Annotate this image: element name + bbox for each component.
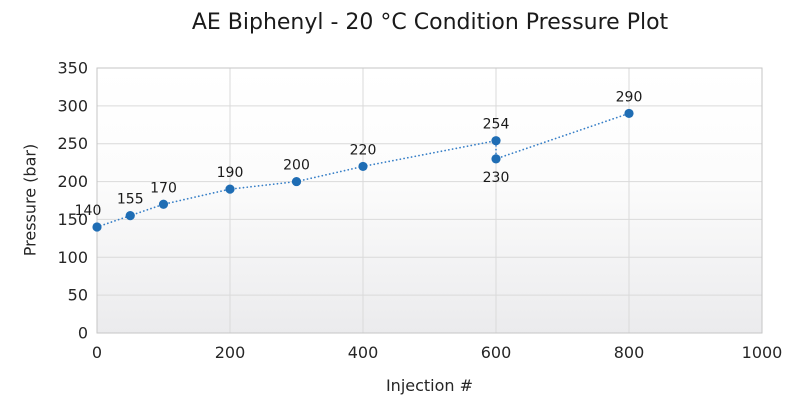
- data-point: [92, 222, 102, 232]
- y-tick-label: 200: [57, 172, 88, 191]
- x-axis-label: Injection #: [385, 376, 474, 395]
- y-tick-label: 100: [57, 248, 88, 267]
- data-point-label: 140: [75, 203, 102, 219]
- data-point: [158, 199, 169, 209]
- y-tick-label: 0: [78, 324, 88, 343]
- data-point: [491, 154, 501, 164]
- data-point-label: 190: [217, 165, 244, 181]
- data-point-label: 290: [616, 89, 643, 105]
- x-tick-label: 400: [348, 343, 379, 362]
- y-tick-label: 350: [57, 59, 88, 78]
- data-point-label: 200: [283, 158, 310, 174]
- data-point-label: 254: [483, 117, 510, 133]
- y-tick-label: 250: [57, 134, 88, 153]
- data-point: [624, 108, 634, 119]
- x-tick-label: 800: [614, 343, 645, 362]
- data-point: [491, 136, 501, 146]
- x-tick-label: 600: [481, 343, 512, 362]
- y-tick-label: 150: [57, 210, 88, 229]
- data-point-label: 220: [350, 142, 377, 158]
- y-tick-label: 50: [68, 286, 88, 305]
- chart-title: AE Biphenyl - 20 °C Condition Pressure P…: [191, 10, 669, 35]
- plot-area: [97, 68, 762, 333]
- data-point: [291, 176, 302, 187]
- y-tick-label: 300: [57, 96, 88, 115]
- data-point: [125, 211, 135, 221]
- data-point: [225, 184, 235, 194]
- x-tick-label: 1000: [742, 343, 783, 362]
- x-tick-label: 200: [215, 343, 246, 362]
- y-axis-label: Pressure (bar): [20, 143, 40, 257]
- data-point-label: 170: [150, 180, 177, 196]
- x-tick-label: 0: [92, 343, 102, 362]
- data-point: [358, 161, 368, 172]
- data-point-label: 230: [483, 170, 510, 186]
- plot-border: [96, 67, 763, 334]
- data-point-label: 155: [117, 192, 144, 208]
